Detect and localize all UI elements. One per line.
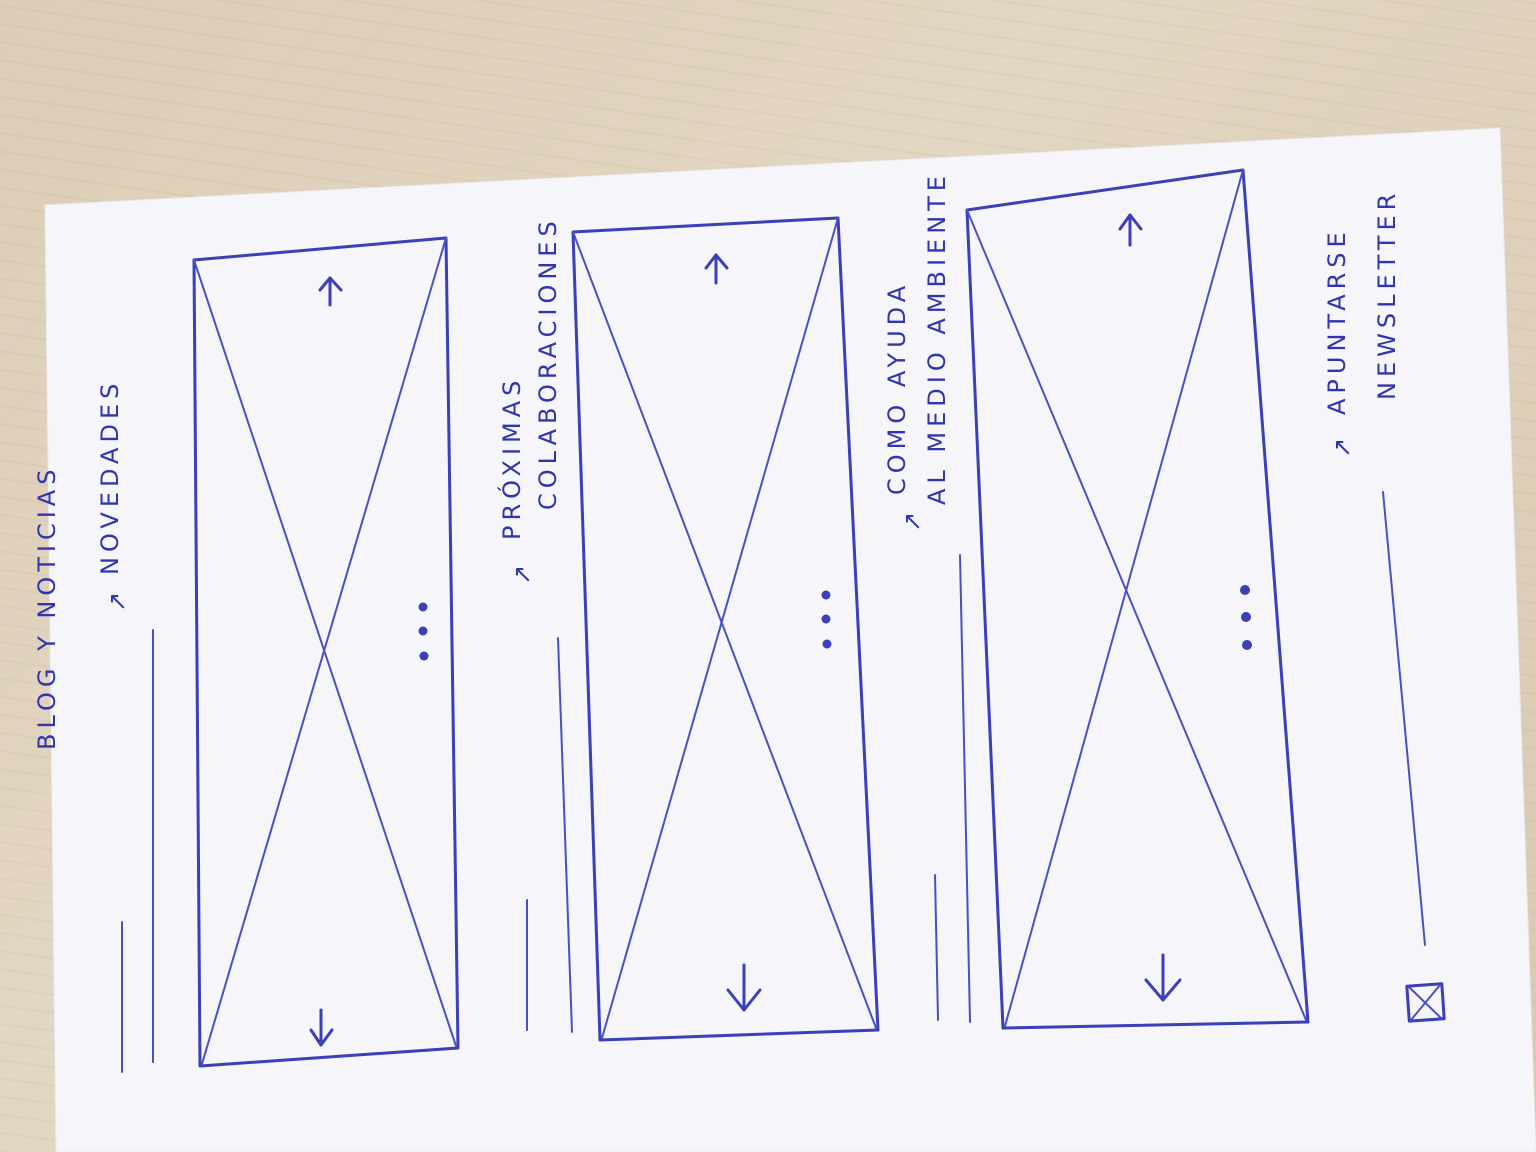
text-line — [934, 874, 939, 1021]
section-label: AL MEDIO AMBIENTE — [923, 171, 951, 505]
section-label: PRÓXIMAS — [496, 376, 526, 540]
text-line — [557, 637, 573, 1033]
arrow-down-icon[interactable] — [726, 963, 762, 1012]
section-label: COMO AYUDA — [883, 281, 911, 495]
section-novedades: ↗ NOVEDADES — [96, 236, 460, 1073]
section-label: NEWSLETTER — [1373, 189, 1401, 400]
section-newsletter: ↗ APUNTARSE NEWSLETTER — [1323, 189, 1446, 1023]
pagination-dots[interactable] — [418, 602, 429, 661]
pagination-dots[interactable] — [1240, 585, 1252, 650]
arrow-down-icon[interactable] — [1144, 953, 1182, 1002]
paper-sheet — [44, 127, 1536, 1152]
section-medio-ambiente: ↗ COMO AYUDA AL MEDIO AMBIENTE — [883, 168, 1310, 1030]
text-line — [959, 554, 971, 1023]
section-arrow: ↗ — [1328, 433, 1356, 458]
checkbox-crossed-icon[interactable] — [1405, 982, 1446, 1023]
pagination-dots[interactable] — [821, 590, 832, 649]
section-arrow: ↗ — [508, 560, 536, 585]
section-label: NOVEDADES — [96, 379, 124, 575]
arrow-up-icon[interactable] — [1118, 213, 1143, 247]
section-arrow: ↗ — [103, 587, 131, 612]
arrow-up-icon[interactable] — [704, 253, 729, 285]
image-carousel[interactable] — [571, 216, 880, 1042]
image-carousel[interactable] — [192, 236, 460, 1068]
arrow-up-icon[interactable] — [318, 276, 343, 307]
page-title: BLOG Y NOTICIAS — [33, 465, 61, 750]
section-arrow: ↗ — [898, 507, 926, 532]
section-label: APUNTARSE — [1323, 227, 1351, 415]
arrow-down-icon[interactable] — [309, 1008, 334, 1047]
newsletter-email-input[interactable] — [1382, 491, 1426, 946]
section-proximas-colaboraciones: ↗ PRÓXIMAS COLABORACIONES — [496, 216, 880, 1042]
image-carousel[interactable] — [965, 168, 1310, 1030]
section-label: COLABORACIONES — [534, 216, 562, 510]
